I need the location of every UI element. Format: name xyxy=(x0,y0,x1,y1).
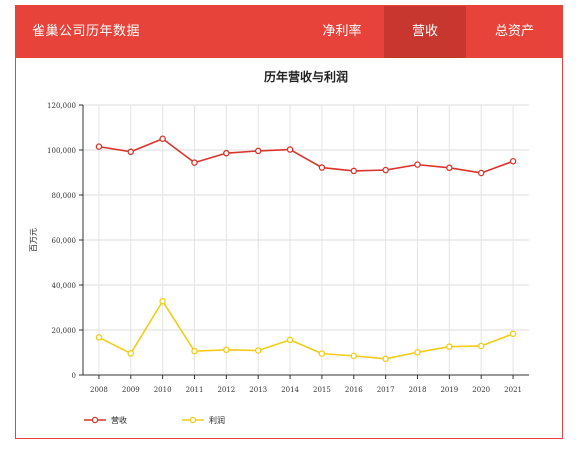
y-tick-label: 0 xyxy=(72,372,76,380)
data-point xyxy=(382,355,389,363)
series-line-2 xyxy=(98,299,514,360)
data-point xyxy=(191,347,198,355)
data-point xyxy=(159,135,166,143)
y-tick-label: 20,000 xyxy=(52,327,77,335)
x-tick-label: 2017 xyxy=(377,386,395,394)
data-point xyxy=(350,167,358,175)
x-tick-label: 2019 xyxy=(440,386,458,394)
data-point xyxy=(159,297,166,305)
tab-revenue[interactable]: 营收 xyxy=(384,6,466,58)
x-tick-label: 2013 xyxy=(249,386,267,394)
x-tick-label: 2008 xyxy=(90,386,108,394)
data-point xyxy=(223,149,230,157)
x-tick-label: 2009 xyxy=(122,386,140,394)
legend-swatch-marker xyxy=(91,416,99,424)
x-tick-label: 2014 xyxy=(281,386,299,394)
legend-swatch-marker xyxy=(189,416,197,424)
data-point xyxy=(254,347,262,354)
x-tick-label: 2015 xyxy=(313,386,331,394)
chart-area: 历年营收与利润 0 20,000 40,000 60,000 80,000 100,000 1… xyxy=(16,58,562,438)
data-point xyxy=(318,164,326,171)
x-tick-label: 2021 xyxy=(504,386,522,394)
data-point xyxy=(350,352,358,360)
data-panel: 雀巢公司历年数据 净利率 营收 总资产 历年营收与利润 0 20,000 40,000… xyxy=(15,5,563,439)
data-point xyxy=(191,159,198,166)
data-point xyxy=(446,343,453,350)
x-tick-label: 2011 xyxy=(186,386,204,394)
legend-label: 营收 xyxy=(111,415,127,425)
data-point xyxy=(127,350,135,357)
data-point xyxy=(286,336,294,344)
y-tick-label: 120,000 xyxy=(47,102,76,110)
y-tick-label: 80,000 xyxy=(52,192,77,200)
data-point xyxy=(414,161,421,168)
data-point xyxy=(446,164,453,172)
y-tick-label: 100,000 xyxy=(47,147,76,155)
data-point xyxy=(382,166,389,174)
x-tick-label: 2010 xyxy=(154,386,172,394)
y-tick-label: 40,000 xyxy=(52,282,77,290)
data-point xyxy=(286,146,294,153)
data-point xyxy=(95,143,103,150)
data-point xyxy=(318,350,326,357)
x-tick-label: 2016 xyxy=(345,386,363,394)
data-point xyxy=(127,148,135,156)
tab-net-margin[interactable]: 净利率 xyxy=(322,24,362,39)
data-point xyxy=(95,334,103,341)
chart-title: 历年营收与利润 xyxy=(264,69,348,84)
data-point xyxy=(414,349,421,356)
x-tick-label: 2012 xyxy=(217,386,235,394)
data-point xyxy=(509,158,517,165)
data-point xyxy=(223,346,230,354)
data-point xyxy=(477,169,485,177)
tab-total-assets[interactable]: 总资产 xyxy=(494,24,534,39)
legend-label: 利润 xyxy=(209,415,225,425)
header-bar: 雀巢公司历年数据 净利率 营收 总资产 xyxy=(16,6,562,58)
data-point xyxy=(254,147,262,155)
data-point xyxy=(477,342,485,350)
app-title: 雀巢公司历年数据 xyxy=(32,24,141,39)
y-tick-label: 60,000 xyxy=(52,237,77,245)
series-line-1 xyxy=(98,137,514,174)
x-tick-label: 2020 xyxy=(472,386,490,394)
x-tick-label: 2018 xyxy=(409,386,427,394)
data-point xyxy=(509,330,517,338)
y-axis-label: 百万元 xyxy=(29,228,38,252)
line-chart: 历年营收与利润 0 20,000 40,000 60,000 80,000 100,000 1… xyxy=(29,69,529,425)
